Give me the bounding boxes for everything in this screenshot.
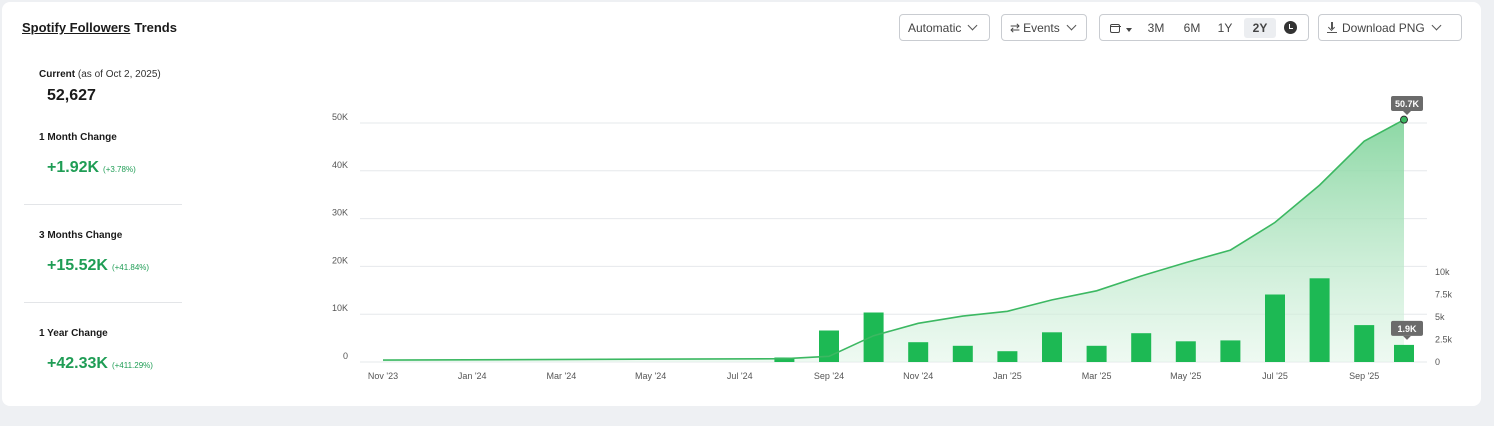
last-point-label-bg bbox=[1391, 96, 1423, 111]
monthly-gain-bar bbox=[997, 351, 1018, 362]
left-axis-tick: 30K bbox=[332, 208, 348, 218]
events-label: Events bbox=[1023, 20, 1060, 35]
download-label: Download PNG bbox=[1342, 20, 1425, 35]
x-axis-tick: May '25 bbox=[1170, 371, 1201, 381]
title-suffix: Trends bbox=[134, 20, 177, 35]
range-selector: 3M 6M 1Y 2Y bbox=[1099, 14, 1309, 41]
year-change-label: 1 Year Change bbox=[39, 328, 108, 339]
left-axis-tick: 10K bbox=[332, 303, 348, 313]
download-icon bbox=[1327, 22, 1337, 33]
left-axis-tick: 0 bbox=[343, 351, 348, 361]
month-change-label: 1 Month Change bbox=[39, 132, 117, 143]
download-png-button[interactable]: Download PNG bbox=[1318, 14, 1462, 41]
month-change-pct: (+3.78%) bbox=[103, 165, 136, 174]
chart-card: Spotify Followers Trends Automatic ⇄ Even… bbox=[2, 2, 1481, 406]
calendar-button[interactable] bbox=[1102, 17, 1134, 38]
calendar-icon bbox=[1109, 24, 1121, 33]
clock-icon[interactable] bbox=[1284, 21, 1297, 34]
x-axis-tick: Mar '24 bbox=[547, 371, 577, 381]
month-change-value: +1.92K (+3.78%) bbox=[47, 159, 136, 176]
toolbar: Automatic ⇄ Events 3M 6M 1Y 2Y Download … bbox=[2, 14, 1481, 43]
year-change-pct: (+411.29%) bbox=[111, 361, 153, 370]
monthly-gain-bar bbox=[908, 342, 929, 362]
chart-title: Spotify Followers Trends bbox=[22, 20, 177, 35]
events-dropdown[interactable]: ⇄ Events bbox=[1001, 14, 1087, 41]
range-2y[interactable]: 2Y bbox=[1244, 18, 1276, 38]
left-axis-tick: 50K bbox=[332, 112, 348, 122]
three-month-change-value: +15.52K (+41.84%) bbox=[47, 257, 150, 274]
right-axis-tick: 10k bbox=[1435, 267, 1450, 277]
x-axis-tick: Jan '25 bbox=[993, 371, 1022, 381]
monthly-gain-bar bbox=[952, 345, 973, 362]
x-axis-tick: Mar '25 bbox=[1082, 371, 1112, 381]
range-1y[interactable]: 1Y bbox=[1217, 21, 1233, 35]
monthly-gain-bar bbox=[1042, 332, 1062, 362]
three-month-change-pct: (+41.84%) bbox=[111, 263, 150, 272]
automatic-dropdown[interactable]: Automatic bbox=[899, 14, 990, 41]
x-axis-tick: Jan '24 bbox=[458, 371, 487, 381]
left-axis-tick: 40K bbox=[332, 160, 348, 170]
last-point-marker bbox=[1400, 115, 1408, 124]
current-value: 52,627 bbox=[47, 87, 96, 104]
spotify-followers-link[interactable]: Spotify Followers bbox=[22, 20, 131, 35]
last-bar-label: 1.9K bbox=[1397, 324, 1417, 334]
followers-line bbox=[382, 118, 1405, 361]
x-axis-tick: Jul '25 bbox=[1262, 371, 1288, 381]
last-point-label-pointer bbox=[1403, 111, 1411, 115]
current-date: (as of Oct 2, 2025) bbox=[77, 69, 161, 80]
monthly-gain-bar bbox=[1394, 344, 1414, 362]
x-axis-tick: Nov '24 bbox=[903, 371, 933, 381]
monthly-gain-bar bbox=[1265, 294, 1285, 362]
divider bbox=[24, 302, 182, 303]
last-bar-label-pointer bbox=[1403, 335, 1411, 340]
last-bar-label-bg bbox=[1391, 320, 1423, 336]
x-axis-tick: May '24 bbox=[635, 371, 666, 381]
right-axis-tick: 2.5k bbox=[1435, 335, 1453, 345]
followers-area bbox=[383, 119, 1404, 362]
caret-down-icon bbox=[1126, 28, 1132, 32]
right-axis-tick: 5k bbox=[1435, 312, 1445, 322]
divider bbox=[24, 204, 182, 205]
monthly-gain-bar bbox=[1309, 278, 1330, 362]
right-axis-tick: 7.5k bbox=[1435, 290, 1453, 300]
x-axis-tick: Sep '25 bbox=[1349, 371, 1379, 381]
three-month-change-label: 3 Months Change bbox=[39, 230, 123, 241]
monthly-gain-bar bbox=[1086, 345, 1107, 362]
x-axis-tick: Nov '23 bbox=[368, 371, 398, 381]
last-point-label: 50.7K bbox=[1395, 99, 1420, 109]
left-axis-tick: 20K bbox=[332, 255, 348, 265]
monthly-gain-bar bbox=[774, 357, 795, 362]
swap-arrows-icon: ⇄ bbox=[1010, 20, 1021, 35]
monthly-gain-bar bbox=[1354, 325, 1375, 362]
monthly-gain-bar bbox=[863, 312, 884, 362]
current-label: Current (as of Oct 2, 2025) bbox=[39, 69, 161, 80]
x-axis-tick: Jul '24 bbox=[727, 371, 753, 381]
monthly-gain-bar bbox=[1220, 340, 1241, 362]
x-axis-tick: Sep '24 bbox=[814, 371, 844, 381]
monthly-gain-bar bbox=[1131, 333, 1152, 362]
automatic-label: Automatic bbox=[908, 20, 962, 35]
right-axis-tick: 0 bbox=[1435, 357, 1440, 367]
range-6m[interactable]: 6M bbox=[1183, 21, 1201, 35]
range-3m[interactable]: 3M bbox=[1147, 21, 1165, 35]
monthly-gain-bar bbox=[1175, 341, 1196, 362]
year-change-value: +42.33K (+411.29%) bbox=[47, 355, 153, 372]
